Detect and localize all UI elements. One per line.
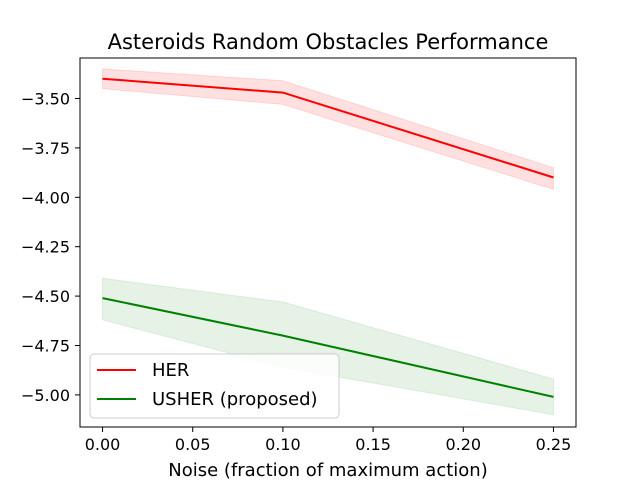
x-tick-label: 0.10 xyxy=(265,435,301,454)
x-tick-label: 0.15 xyxy=(355,435,391,454)
y-tick-label: −4.50 xyxy=(21,287,70,306)
y-tick-label: −5.00 xyxy=(21,386,70,405)
legend-box xyxy=(89,353,340,419)
legend: HER USHER (proposed) xyxy=(89,353,340,419)
x-tick-label: 0.00 xyxy=(85,435,121,454)
x-axis-ticks: 0.00 0.05 0.10 0.15 0.20 0.25 xyxy=(85,427,572,454)
x-tick-label: 0.25 xyxy=(536,435,572,454)
x-tick-label: 0.05 xyxy=(175,435,211,454)
y-tick-label: −4.00 xyxy=(21,188,70,207)
band-her xyxy=(102,68,554,191)
x-tick-label: 0.20 xyxy=(445,435,481,454)
chart-title: Asteroids Random Obstacles Performance xyxy=(108,30,549,54)
series-line-her xyxy=(102,77,554,179)
y-tick-label: −4.25 xyxy=(21,238,70,257)
legend-label-usher: USHER (proposed) xyxy=(152,389,318,410)
legend-label-her: HER xyxy=(152,360,189,381)
y-tick-label: −4.75 xyxy=(21,336,70,355)
y-axis-ticks: −3.50 −3.75 −4.00 −4.25 −4.50 −4.75 −5.00 xyxy=(21,90,80,405)
plot-frame xyxy=(79,57,577,428)
y-tick-label: −3.75 xyxy=(21,139,70,158)
y-tick-label: −3.50 xyxy=(21,90,70,109)
series-line-usher xyxy=(102,297,554,398)
x-axis-label: Noise (fraction of maximum action) xyxy=(168,460,487,480)
series-lines xyxy=(102,77,554,398)
